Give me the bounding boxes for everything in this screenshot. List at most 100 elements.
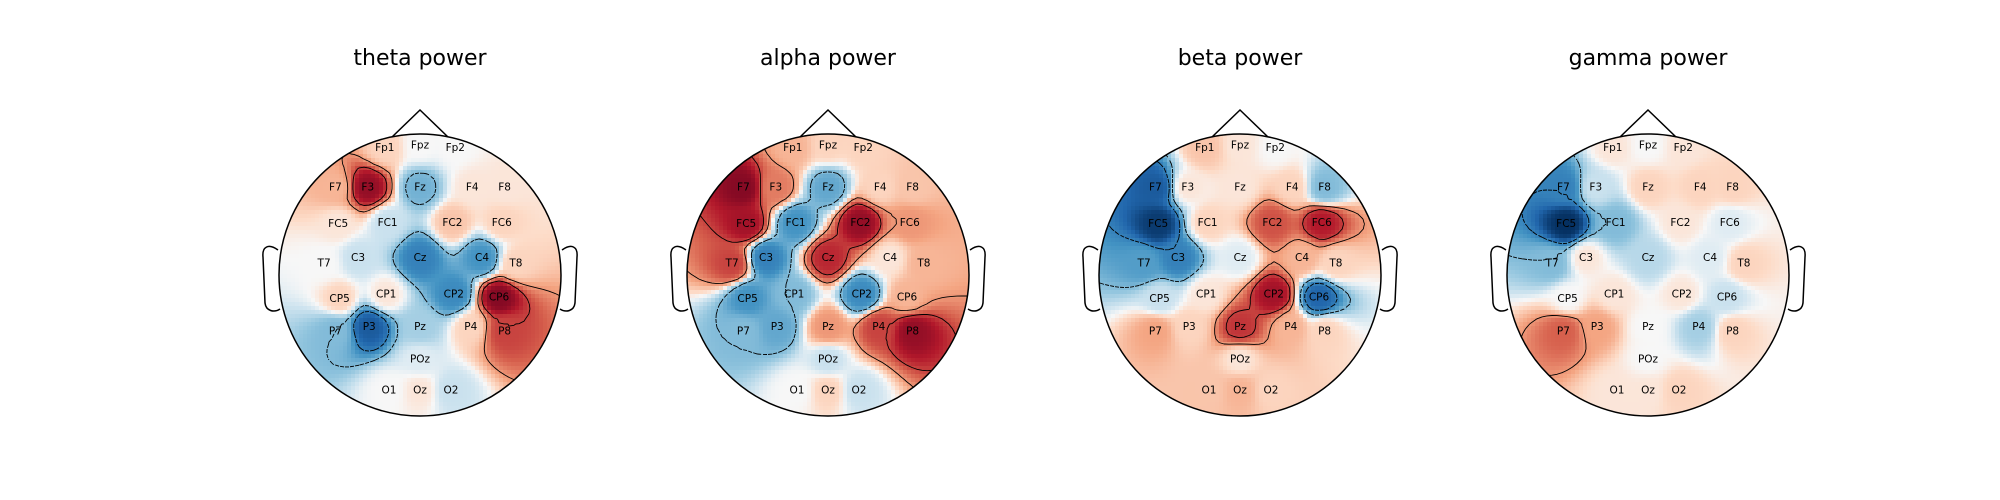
heatmap-cell	[303, 314, 308, 319]
heatmap-cell	[383, 350, 388, 355]
heatmap-cell	[367, 350, 372, 355]
heatmap-cell	[727, 190, 732, 195]
heatmap-cell	[463, 174, 468, 179]
heatmap-cell	[419, 234, 424, 239]
heatmap-cell	[327, 250, 332, 255]
heatmap-cell	[791, 142, 796, 147]
heatmap-cell	[479, 350, 484, 355]
heatmap-cell	[419, 222, 424, 227]
heatmap-cell	[443, 366, 448, 371]
heatmap-cell	[303, 270, 308, 275]
heatmap-cell	[535, 330, 540, 335]
heatmap-cell	[447, 222, 452, 227]
heatmap-cell	[463, 278, 468, 283]
heatmap-cell	[479, 238, 484, 243]
heatmap-cell	[375, 366, 380, 371]
heatmap-cell	[487, 186, 492, 191]
heatmap-cell	[343, 282, 348, 287]
heatmap-cell	[455, 138, 460, 143]
heatmap-cell	[407, 302, 412, 307]
heatmap-cell	[291, 246, 296, 251]
heatmap-cell	[383, 162, 388, 167]
heatmap-cell	[843, 186, 848, 191]
heatmap-cell	[427, 334, 432, 339]
heatmap-cell	[327, 218, 332, 223]
heatmap-cell	[439, 382, 444, 387]
heatmap-cell	[467, 330, 472, 335]
heatmap-cell	[375, 286, 380, 291]
heatmap-cell	[523, 202, 528, 207]
heatmap-cell	[311, 202, 316, 207]
heatmap-cell	[399, 398, 404, 403]
heatmap-cell	[463, 194, 468, 199]
heatmap-cell	[775, 170, 780, 175]
heatmap-cell	[363, 302, 368, 307]
heatmap-cell	[395, 226, 400, 231]
heatmap-cell	[383, 386, 388, 391]
heatmap-cell	[499, 374, 504, 379]
heatmap-cell	[447, 322, 452, 327]
heatmap-cell	[723, 182, 728, 187]
heatmap-cell	[471, 234, 476, 239]
heatmap-cell	[855, 138, 860, 143]
heatmap-cell	[391, 382, 396, 387]
heatmap-cell	[379, 322, 384, 327]
heatmap-cell	[439, 254, 444, 259]
heatmap-cell	[427, 266, 432, 271]
heatmap-cell	[339, 270, 344, 275]
heatmap-cell	[359, 310, 364, 315]
heatmap-cell	[419, 206, 424, 211]
heatmap-cell	[463, 158, 468, 163]
heatmap-cell	[795, 190, 800, 195]
heatmap-cell	[363, 274, 368, 279]
heatmap-cell	[395, 202, 400, 207]
heatmap-cell	[399, 258, 404, 263]
heatmap-cell	[359, 382, 364, 387]
heatmap-cell	[371, 150, 376, 155]
heatmap-cell	[383, 174, 388, 179]
heatmap-cell	[499, 254, 504, 259]
heatmap-cell	[523, 242, 528, 247]
heatmap-cell	[447, 386, 452, 391]
heatmap-cell	[395, 250, 400, 255]
heatmap-cell	[735, 178, 740, 183]
heatmap-cell	[351, 270, 356, 275]
heatmap-cell	[451, 406, 456, 411]
heatmap-cell	[547, 250, 552, 255]
heatmap-cell	[319, 298, 324, 303]
heatmap-cell	[791, 150, 796, 155]
heatmap-cell	[459, 398, 464, 403]
heatmap-cell	[315, 214, 320, 219]
heatmap-cell	[811, 146, 816, 151]
heatmap-cell	[303, 298, 308, 303]
heatmap-cell	[507, 210, 512, 215]
heatmap-cell	[339, 378, 344, 383]
heatmap-cell	[411, 370, 416, 375]
heatmap-cell	[531, 250, 536, 255]
heatmap-cell	[455, 314, 460, 319]
heatmap-cell	[391, 354, 396, 359]
heatmap-cell	[363, 374, 368, 379]
heatmap-cell	[411, 334, 416, 339]
heatmap-cell	[839, 158, 844, 163]
heatmap-cell	[307, 234, 312, 239]
heatmap-cell	[363, 394, 368, 399]
heatmap-cell	[459, 238, 464, 243]
heatmap-cell	[479, 318, 484, 323]
heatmap-cell	[483, 350, 488, 355]
heatmap-cell	[371, 230, 376, 235]
heatmap-cell	[379, 162, 384, 167]
heatmap-cell	[331, 374, 336, 379]
heatmap-cell	[499, 182, 504, 187]
heatmap-cell	[419, 354, 424, 359]
heatmap-cell	[443, 270, 448, 275]
heatmap-cell	[811, 194, 816, 199]
heatmap-cell	[527, 350, 532, 355]
head-outline	[278, 133, 562, 417]
heatmap-cell	[459, 378, 464, 383]
heatmap-cell	[291, 262, 296, 267]
heatmap-cell	[467, 174, 472, 179]
heatmap-cell	[479, 370, 484, 375]
heatmap-cell	[511, 342, 516, 347]
heatmap-cell	[407, 282, 412, 287]
